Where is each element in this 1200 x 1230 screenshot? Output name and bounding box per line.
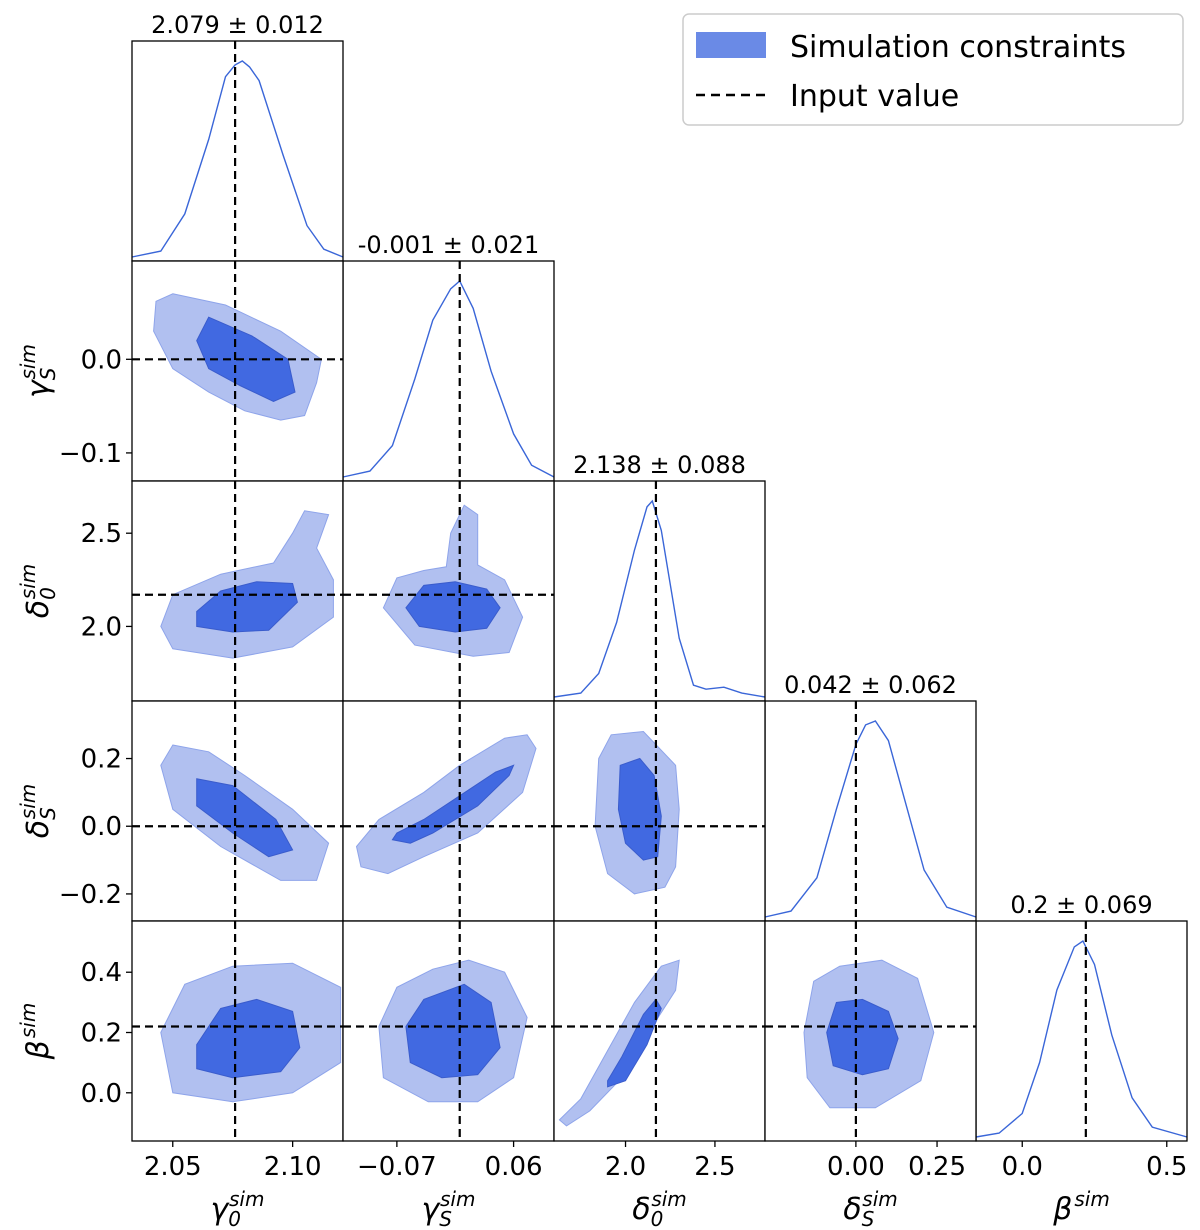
- marginal-curve-gs: [342, 279, 555, 478]
- contour-68: [196, 998, 301, 1079]
- panel-g0-d0: [131, 480, 344, 702]
- panels-layer: [131, 40, 1188, 1142]
- y-tick-label: 0.0: [81, 1079, 122, 1109]
- y-axis-label-ds: δSsim: [16, 784, 60, 839]
- panel-bg: [976, 921, 1187, 1141]
- y-tick-label: 0.2: [81, 745, 122, 775]
- panel-g0-ds: [131, 700, 344, 922]
- y-tick-label: 0.4: [81, 958, 122, 988]
- y-tick-label: −0.1: [59, 439, 122, 469]
- legend: Simulation constraints Input value: [682, 13, 1184, 126]
- diag-panel-gs: [342, 260, 555, 482]
- panel-d0-b: [553, 920, 766, 1142]
- marginal-curve-g0: [131, 60, 344, 258]
- panel-gs-d0: [342, 480, 555, 702]
- legend-label-input: Input value: [790, 79, 959, 114]
- y-tick-label: 0.0: [81, 812, 122, 842]
- contour-68: [196, 316, 296, 402]
- panel-g0-b: [131, 920, 344, 1142]
- legend-patch-simulation: [696, 32, 766, 58]
- contour-95: [558, 959, 680, 1127]
- panel-bg: [132, 41, 343, 261]
- x-tick-label: 0.00: [827, 1152, 885, 1182]
- y-tick-label: 0.2: [81, 1019, 122, 1049]
- panel-frame: [764, 920, 977, 1142]
- legend-label-simulation: Simulation constraints: [790, 30, 1126, 65]
- stat-label-gs: -0.001 ± 0.021: [358, 231, 539, 259]
- panel-gs-ds: [342, 700, 555, 922]
- y-tick-label: 0.0: [81, 345, 122, 375]
- x-axis-label-gs: γSsim: [422, 1187, 476, 1230]
- contour-68: [617, 757, 662, 861]
- diag-panel-ds: [764, 700, 977, 922]
- x-tick-label: 2.10: [264, 1152, 322, 1182]
- contour-68: [826, 998, 899, 1076]
- diag-panel-d0: [553, 480, 766, 702]
- contour-68: [607, 998, 662, 1088]
- x-axis-label-b: β sim: [1052, 1187, 1110, 1227]
- x-tick-label: 0.5: [1146, 1152, 1187, 1182]
- x-axis-label-g0: γ0sim: [211, 1187, 265, 1230]
- marginal-curve-b: [975, 939, 1188, 1138]
- panel-gs-b: [342, 920, 555, 1142]
- contour-68: [196, 778, 294, 858]
- labels-layer: 2.079 ± 0.012 -0.001 ± 0.021 2.138 ± 0.088…: [16, 11, 1187, 1230]
- y-tick-label: −0.2: [59, 880, 122, 910]
- marginal-curve-ds: [764, 720, 977, 918]
- x-tick-label: 2.0: [605, 1152, 646, 1182]
- y-axis-label-b: βsim: [16, 1003, 56, 1061]
- x-tick-label: 0.0: [1002, 1152, 1043, 1182]
- y-tick-label: 2.0: [81, 612, 122, 642]
- diag-panel-b: [975, 920, 1188, 1142]
- y-tick-label: 2.5: [81, 519, 122, 549]
- stat-label-ds: 0.042 ± 0.062: [784, 671, 957, 699]
- contour-68: [391, 764, 515, 844]
- y-axis-label-gs: γSsim: [16, 344, 60, 398]
- panel-ds-b: [764, 920, 977, 1142]
- x-tick-label: 0.06: [485, 1152, 543, 1182]
- marginal-curve-d0: [553, 499, 766, 698]
- stat-label-d0: 2.138 ± 0.088: [573, 451, 746, 479]
- panel-g0-gs: [131, 260, 344, 482]
- panel-bg: [554, 481, 765, 701]
- x-tick-label: 2.05: [144, 1152, 202, 1182]
- x-tick-label: 0.25: [908, 1152, 966, 1182]
- legend-frame: [682, 13, 1184, 126]
- panel-d0-ds: [553, 700, 766, 922]
- stat-label-b: 0.2 ± 0.069: [1010, 891, 1152, 919]
- contour-68: [196, 581, 298, 633]
- x-axis-label-ds: δSsim: [843, 1187, 898, 1230]
- diag-panel-g0: [131, 40, 344, 262]
- y-axis-label-d0: δ0sim: [16, 564, 60, 619]
- x-axis-label-d0: δ0sim: [632, 1187, 687, 1230]
- contour-68: [405, 983, 501, 1079]
- panel-bg: [765, 701, 976, 921]
- stat-label-g0: 2.079 ± 0.012: [151, 11, 324, 39]
- x-tick-label: 2.5: [694, 1152, 735, 1182]
- x-tick-label: −0.07: [357, 1152, 437, 1182]
